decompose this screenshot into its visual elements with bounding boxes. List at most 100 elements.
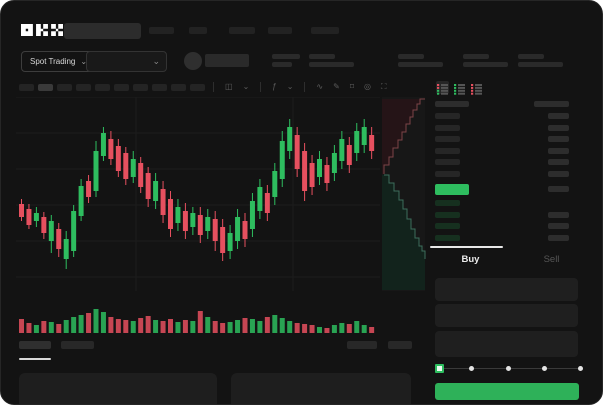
- fullscreen-icon[interactable]: ⛶: [380, 82, 387, 91]
- ask-amount-placeholder[interactable]: [548, 147, 569, 154]
- timeframe-button[interactable]: [190, 83, 205, 91]
- slider-stop-50[interactable]: [505, 366, 511, 371]
- depth-bids-line: [384, 174, 426, 259]
- total-field[interactable]: [435, 331, 578, 357]
- candle: [41, 217, 47, 233]
- bid-amount-placeholder[interactable]: [548, 223, 569, 230]
- volume-bar: [19, 319, 24, 333]
- bid-price-placeholder[interactable]: [435, 223, 460, 230]
- ask-price-placeholder[interactable]: [435, 113, 460, 119]
- nav-item-placeholder[interactable]: [189, 27, 207, 34]
- amount-percent-slider[interactable]: [435, 364, 583, 373]
- camera-icon[interactable]: ⌑: [349, 82, 354, 91]
- volume-bar: [331, 325, 337, 333]
- compare-icon[interactable]: ∿: [316, 82, 324, 91]
- stat-value-placeholder: [398, 62, 443, 67]
- slider-stop-25[interactable]: [469, 366, 475, 371]
- ask-price-placeholder[interactable]: [435, 136, 460, 143]
- search-input[interactable]: [64, 23, 141, 39]
- buy-submit-button[interactable]: [435, 383, 579, 400]
- tab-sell[interactable]: Sell: [543, 253, 560, 265]
- nav-item-placeholder[interactable]: [149, 27, 174, 34]
- ask-price-placeholder[interactable]: [435, 159, 460, 166]
- candle: [190, 213, 196, 227]
- nav-item-placeholder[interactable]: [311, 27, 339, 34]
- timeframe-button[interactable]: [114, 83, 129, 91]
- price-field[interactable]: [435, 278, 578, 301]
- bottom-toolbar-placeholder[interactable]: [388, 341, 412, 349]
- bid-price-placeholder[interactable]: [435, 200, 460, 206]
- candle: [302, 151, 308, 191]
- bid-price-placeholder[interactable]: [435, 211, 460, 218]
- candle: [257, 187, 263, 211]
- timeframe-button[interactable]: [133, 83, 148, 91]
- bid-price-placeholder[interactable]: [435, 234, 460, 241]
- candle: [56, 229, 62, 249]
- candle: [287, 127, 293, 151]
- ask-amount-placeholder[interactable]: [548, 171, 569, 177]
- amount-field[interactable]: [435, 304, 578, 327]
- candle: [369, 135, 375, 151]
- chevron-down-icon: ⌄: [152, 56, 160, 66]
- ask-price-placeholder[interactable]: [435, 147, 460, 154]
- volume-bar: [354, 321, 360, 333]
- candle: [175, 207, 181, 223]
- ask-price-placeholder[interactable]: [435, 171, 460, 177]
- bottom-tab-placeholder[interactable]: [61, 341, 94, 349]
- candle: [115, 146, 121, 171]
- timeframe-button[interactable]: [171, 83, 186, 91]
- volume-bar: [205, 317, 211, 333]
- candle: [33, 213, 39, 221]
- book-asks-icon[interactable]: [470, 81, 483, 95]
- tab-buy[interactable]: Buy: [461, 253, 480, 265]
- timeframe-button[interactable]: [152, 83, 167, 91]
- candle: [346, 145, 352, 165]
- chevron-down-icon: ⌄: [80, 56, 88, 66]
- bottom-toolbar-placeholder[interactable]: [347, 341, 377, 349]
- indicators-icon[interactable]: ƒ: [272, 82, 277, 91]
- candle: [123, 153, 129, 179]
- ask-amount-placeholder[interactable]: [548, 113, 569, 119]
- chart-style-icon[interactable]: ◫: [225, 82, 233, 91]
- nav-item-placeholder[interactable]: [268, 27, 292, 34]
- slider-handle[interactable]: [435, 364, 444, 373]
- chart-style-chevron-icon[interactable]: ⌄: [242, 82, 250, 91]
- volume-bar: [115, 319, 121, 333]
- timeframe-button[interactable]: [19, 83, 34, 91]
- candle: [309, 163, 315, 187]
- ask-amount-placeholder[interactable]: [548, 136, 569, 143]
- timeframe-button[interactable]: [38, 83, 53, 91]
- candle: [220, 227, 226, 253]
- slider-stop-100[interactable]: [578, 366, 583, 371]
- draw-icon[interactable]: ✎: [333, 82, 340, 91]
- bid-amount-placeholder[interactable]: [548, 234, 569, 241]
- candle: [78, 186, 84, 216]
- volume-bar: [108, 317, 114, 333]
- volume-bar: [235, 320, 241, 333]
- bottom-tab-placeholder[interactable]: [19, 341, 51, 349]
- ask-amount-placeholder[interactable]: [548, 124, 569, 131]
- volume-bar: [48, 322, 54, 333]
- candle: [93, 151, 99, 191]
- timeframe-button[interactable]: [95, 83, 110, 91]
- bottom-panel-placeholder: [231, 373, 411, 404]
- timeframe-button[interactable]: [76, 83, 91, 91]
- indicators-chevron-icon[interactable]: ⌄: [286, 82, 294, 91]
- timeframe-button[interactable]: [57, 83, 72, 91]
- bid-amount-placeholder[interactable]: [548, 211, 569, 218]
- book-both-icon[interactable]: [436, 81, 449, 95]
- toolbar-separator: [213, 82, 214, 92]
- settings-icon[interactable]: ◎: [363, 82, 371, 91]
- book-bids-icon[interactable]: [453, 81, 466, 95]
- pair-selector-dropdown[interactable]: ⌄: [86, 51, 167, 72]
- nav-item-placeholder[interactable]: [229, 27, 255, 34]
- price-chart[interactable]: [16, 97, 426, 333]
- market-type-dropdown[interactable]: Spot Trading ⌄: [21, 51, 97, 72]
- ask-price-placeholder[interactable]: [435, 124, 460, 131]
- slider-stop-75[interactable]: [541, 366, 547, 371]
- ask-amount-placeholder[interactable]: [548, 159, 569, 166]
- active-tab-indicator: [430, 246, 503, 248]
- volume-bar: [56, 324, 62, 333]
- volume-bar: [130, 321, 136, 333]
- last-price-bar[interactable]: [435, 184, 469, 195]
